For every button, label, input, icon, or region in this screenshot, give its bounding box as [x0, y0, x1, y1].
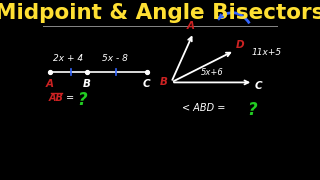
Text: C: C: [255, 81, 262, 91]
Text: 5x+6: 5x+6: [201, 68, 224, 77]
Text: 11x+5: 11x+5: [252, 48, 282, 57]
Text: Midpoint & Angle Bisectors: Midpoint & Angle Bisectors: [0, 3, 320, 23]
Text: B: B: [160, 77, 168, 87]
Text: A: A: [187, 21, 195, 31]
Text: ?: ?: [247, 101, 257, 119]
Text: A: A: [46, 79, 54, 89]
Text: B: B: [83, 79, 91, 89]
Text: ?: ?: [78, 91, 87, 109]
Text: C: C: [143, 79, 150, 89]
Text: < ABD =: < ABD =: [181, 103, 225, 113]
Text: D: D: [236, 40, 244, 50]
Text: 2x + 4: 2x + 4: [53, 54, 84, 63]
Text: 5x - 8: 5x - 8: [102, 54, 128, 63]
Text: AB: AB: [49, 93, 64, 103]
Text: =: =: [66, 93, 74, 103]
